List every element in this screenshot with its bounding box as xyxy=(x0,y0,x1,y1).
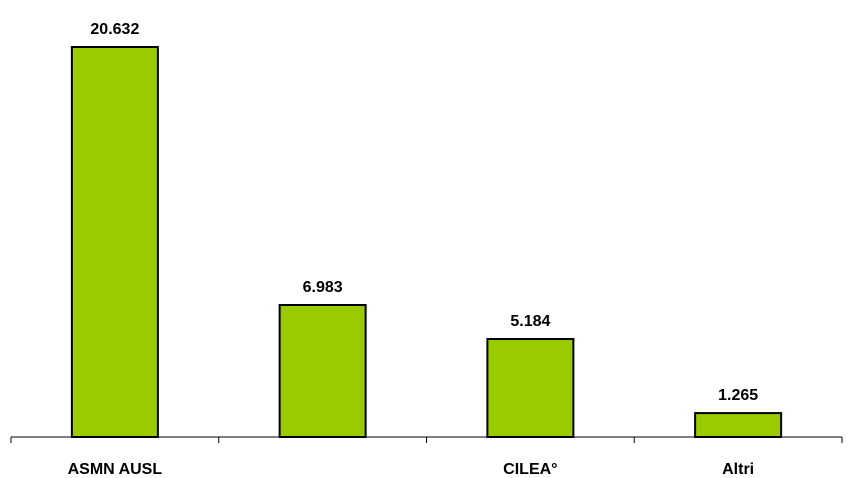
value-label-2: 5.184 xyxy=(510,313,550,330)
bar-2 xyxy=(486,338,575,439)
category-label-0: ASMN AUSL xyxy=(68,461,163,478)
category-label-2: CILEA° xyxy=(503,461,557,478)
category-label-3: Altri xyxy=(722,461,754,478)
value-label-3: 1.265 xyxy=(718,387,758,404)
x-axis-ticks xyxy=(10,437,843,443)
bar-0 xyxy=(70,46,159,438)
category-labels-layer: ASMN AUSL CILEA° Altri xyxy=(68,461,755,478)
value-label-0: 20.632 xyxy=(90,21,139,38)
bar-1 xyxy=(278,304,367,438)
value-label-1: 6.983 xyxy=(303,279,343,296)
bars-layer xyxy=(70,46,783,439)
value-labels-layer: 20.632 6.983 5.184 1.265 xyxy=(90,21,758,404)
bar-3 xyxy=(694,412,783,438)
